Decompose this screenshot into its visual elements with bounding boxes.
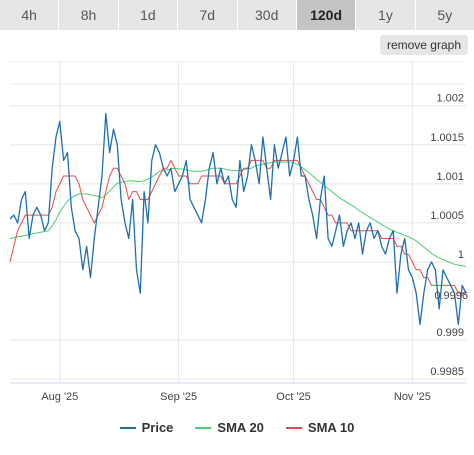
tab-7d[interactable]: 7d [178,0,238,30]
series-line-sma20 [9,161,467,268]
y-axis-ticks: 1.002 1.0015 1.001 1.0005 1 0.999 0.9985 [430,93,464,378]
tab-1y[interactable]: 1y [356,0,416,30]
legend-label-sma10: SMA 10 [307,420,355,435]
x-tick-label: Nov '25 [394,391,431,403]
legend-swatch-sma20 [195,426,212,429]
y-tick-label: 1.001 [436,171,464,183]
y-tick-label: 1.0005 [430,210,464,222]
timeframe-tabs: 4h 8h 1d 7d 30d 120d 1y 5y [0,0,474,30]
y-tick-label: 0.999 [436,327,464,339]
tab-30d[interactable]: 30d [237,0,297,30]
legend-item-sma20[interactable]: SMA 20 [195,420,264,435]
tab-1d[interactable]: 1d [118,0,179,30]
legend-item-sma10[interactable]: SMA 10 [285,420,355,435]
grid-lines [10,61,466,384]
x-tick-label: Sep '25 [160,391,197,403]
series-lines [9,112,467,326]
y-tick-label: 1 [458,249,464,261]
legend-label-sma20: SMA 20 [217,420,264,435]
x-tick-label: Aug '25 [41,391,78,403]
legend-swatch-sma10 [285,426,302,429]
legend-label-price: Price [141,420,174,435]
tab-4h[interactable]: 4h [0,0,60,30]
y-tick-label: 0.9985 [430,366,464,378]
tab-5y[interactable]: 5y [415,0,474,30]
series-line-price [9,112,467,326]
legend-item-price[interactable]: Price [119,420,174,435]
tab-120d[interactable]: 120d [296,0,357,30]
remove-graph-button[interactable]: remove graph [379,35,468,55]
last-price-label: 0.9996 [434,290,468,302]
x-tick-label: Oct '25 [276,391,311,403]
y-tick-label: 1.002 [436,93,464,105]
legend-swatch-price [119,426,136,429]
y-tick-label: 1.0015 [430,132,464,144]
tab-8h[interactable]: 8h [59,0,119,30]
x-axis-ticks: Aug '25 Sep '25 Oct '25 Nov '25 [41,391,430,403]
legend: Price SMA 20 SMA 10 [0,420,474,435]
